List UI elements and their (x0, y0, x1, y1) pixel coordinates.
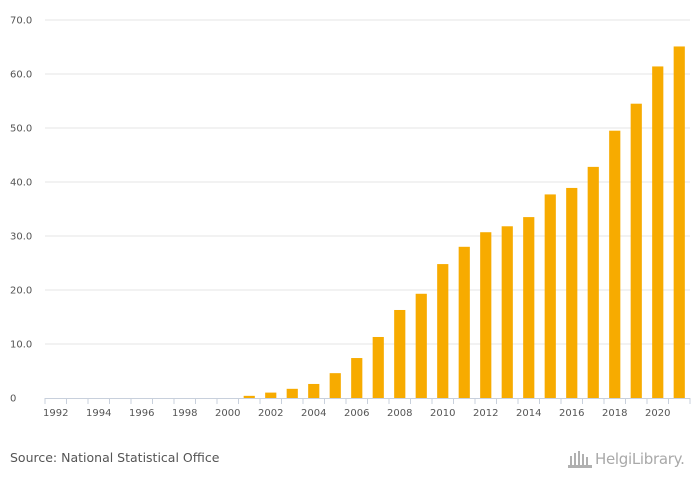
y-tick-label: 50.0 (10, 124, 32, 135)
bar-2014 (523, 217, 535, 398)
x-tick-label: 2002 (258, 408, 283, 419)
y-tick-label: 30.0 (10, 232, 32, 243)
y-tick-label: 20.0 (10, 286, 32, 297)
bar-2004 (308, 383, 320, 398)
x-tick-label: 2016 (559, 408, 584, 419)
x-tick-label: 2006 (344, 408, 369, 419)
bars (243, 46, 685, 399)
bar-2003 (286, 388, 298, 398)
x-tick-label: 1998 (172, 408, 197, 419)
y-tick-label: 40.0 (10, 178, 32, 189)
bar-2002 (265, 392, 277, 398)
bar-2016 (566, 187, 578, 398)
bar-2017 (587, 166, 599, 398)
bar-2001 (243, 395, 255, 398)
y-tick-label: 0 (10, 394, 16, 405)
bar-2015 (544, 194, 556, 398)
bar-2021 (673, 46, 685, 399)
bar-2010 (437, 264, 449, 398)
gridlines: 0 10.0 20.0 30.0 40.0 50.0 60.0 70.0 (10, 16, 690, 405)
bar-2007 (372, 336, 384, 398)
bar-2018 (609, 130, 621, 398)
x-tick-label: 1996 (129, 408, 154, 419)
x-tick-label: 2010 (430, 408, 455, 419)
x-tick-label: 2008 (387, 408, 412, 419)
y-tick-label: 60.0 (10, 70, 32, 81)
bar-2019 (630, 103, 642, 398)
x-tick-label: 1994 (86, 408, 111, 419)
bar-2012 (480, 232, 492, 398)
library-building-icon (568, 451, 592, 468)
x-tick-label: 1992 (43, 408, 68, 419)
x-tick-label: 2004 (301, 408, 326, 419)
bar-2011 (458, 246, 470, 398)
bar-2005 (329, 373, 341, 398)
bar-2006 (351, 358, 363, 398)
helgi-library-logo: HelgiLibrary. (568, 449, 685, 469)
bar-2008 (394, 309, 406, 398)
logo-text: HelgiLibrary. (595, 450, 685, 468)
y-tick-label: 10.0 (10, 340, 32, 351)
bar-2009 (415, 293, 427, 398)
x-tick-label: 2014 (516, 408, 541, 419)
x-tick-label: 2020 (645, 408, 670, 419)
bar-2020 (652, 66, 664, 398)
x-tick-label: 2012 (473, 408, 498, 419)
y-tick-label: 70.0 (10, 16, 32, 27)
bar-2013 (501, 226, 513, 398)
x-axis-ticks: 1992 1994 1996 1998 2000 2002 2004 2006 2008 2010… (43, 398, 691, 419)
x-tick-label: 2018 (602, 408, 627, 419)
x-tick-label: 2000 (215, 408, 240, 419)
source-note: Source: National Statistical Office (10, 450, 220, 465)
